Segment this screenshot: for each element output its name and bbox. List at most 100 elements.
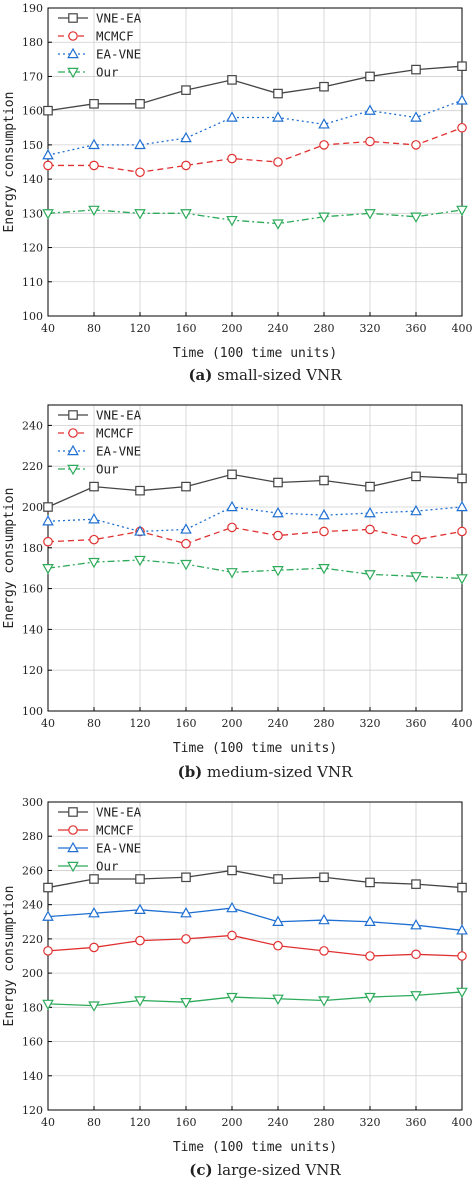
data-point-vne-ea [43, 882, 53, 893]
caption-letter: (a) [188, 366, 212, 384]
series-our [42, 555, 468, 585]
legend-label: EA-VNE [96, 47, 141, 62]
x-tick-label: 280 [314, 717, 335, 730]
data-point-ea-vne [364, 915, 376, 926]
x-tick-label: 120 [130, 1116, 151, 1129]
series-line-ea-vne [47, 506, 463, 533]
data-point-ea-vne [318, 508, 330, 520]
data-point-our [456, 987, 468, 999]
data-point-mcmcf [227, 930, 237, 941]
data-point-our [364, 570, 376, 581]
legend-marker [68, 825, 78, 835]
y-tick-label: 190 [22, 2, 43, 15]
data-point-ea-vne [272, 915, 284, 926]
data-point-vne-ea [411, 64, 421, 75]
x-tick-label: 200 [222, 1116, 243, 1129]
legend-marker [68, 31, 78, 41]
x-tick-label: 240 [268, 1116, 289, 1129]
data-point-ea-vne [134, 903, 146, 915]
y-tick-label: 170 [22, 70, 43, 83]
data-point-our [364, 209, 376, 220]
data-point-mcmcf [89, 942, 99, 953]
data-point-ea-vne [364, 506, 376, 518]
data-point-vne-ea [457, 473, 467, 484]
data-point-vne-ea [273, 874, 283, 884]
series-mcmcf [43, 930, 467, 961]
y-axis-title: Energy consumption [2, 488, 17, 629]
y-tick-label: 120 [22, 242, 43, 255]
data-point-ea-vne [456, 924, 468, 935]
data-point-vne-ea [365, 877, 375, 888]
x-tick-label: 280 [314, 322, 335, 335]
data-point-ea-vne [318, 913, 330, 925]
x-tick-label: 160 [176, 717, 197, 730]
data-point-our [134, 555, 146, 567]
y-tick-label: 140 [22, 623, 43, 636]
data-point-ea-vne [88, 513, 100, 524]
caption-b: (b) medium-sized VNR [178, 763, 354, 781]
data-point-our [226, 215, 238, 227]
data-point-mcmcf [457, 951, 467, 961]
data-point-vne-ea [411, 879, 421, 889]
data-point-ea-vne [410, 918, 422, 930]
data-point-vne-ea [181, 85, 191, 95]
data-point-mcmcf [43, 160, 53, 171]
data-point-vne-ea [135, 99, 145, 109]
data-point-our [180, 997, 192, 1009]
series-vne-ea [43, 469, 467, 512]
legend-label: MCMCF [96, 29, 134, 44]
data-point-our [318, 212, 330, 223]
data-point-our [134, 996, 146, 1007]
y-tick-label: 120 [22, 1104, 43, 1117]
data-point-vne-ea [135, 874, 145, 884]
series-ea-vne [42, 500, 468, 536]
y-tick-label: 140 [22, 173, 43, 186]
caption-letter: (c) [189, 1161, 212, 1179]
legend-label: Our [96, 859, 119, 874]
x-tick-label: 400 [452, 717, 473, 730]
data-point-mcmcf [365, 524, 375, 535]
data-point-our [42, 999, 54, 1011]
x-tick-label: 200 [222, 717, 243, 730]
data-point-our [272, 219, 284, 230]
legend-label: MCMCF [96, 426, 134, 441]
x-tick-label: 40 [41, 322, 55, 335]
legend-label: EA-VNE [96, 444, 141, 459]
data-point-our [410, 572, 422, 583]
series-ea-vne [42, 901, 468, 935]
data-point-mcmcf [227, 522, 237, 533]
data-point-ea-vne [272, 111, 284, 122]
series-line-mcmcf [47, 934, 463, 957]
caption-text: small-sized VNR [212, 366, 342, 384]
x-tick-label: 400 [452, 1116, 473, 1129]
y-tick-label: 220 [22, 460, 43, 473]
data-point-vne-ea [43, 502, 53, 512]
legend-marker [67, 444, 79, 456]
caption-c: (c) large-sized VNR [189, 1161, 341, 1179]
data-point-vne-ea [89, 99, 99, 109]
legend-marker [68, 428, 78, 438]
data-point-vne-ea [181, 872, 191, 883]
series-line-vne-ea [47, 65, 463, 112]
data-point-vne-ea [365, 481, 375, 492]
data-point-vne-ea [411, 471, 421, 482]
y-tick-label: 180 [22, 542, 43, 555]
data-point-ea-vne [180, 131, 192, 143]
data-point-vne-ea [181, 481, 191, 492]
legend-marker [68, 807, 78, 817]
data-point-mcmcf [365, 951, 375, 961]
legend-marker [67, 464, 79, 476]
data-point-vne-ea [319, 81, 329, 92]
data-point-mcmcf [457, 122, 467, 133]
data-point-our [88, 557, 100, 569]
x-tick-label: 320 [360, 717, 381, 730]
data-point-vne-ea [89, 481, 99, 492]
data-point-our [272, 566, 284, 577]
data-point-our [88, 1001, 100, 1012]
x-tick-label: 320 [360, 1116, 381, 1129]
data-point-our [226, 568, 238, 579]
x-axis-title: Time (100 time units) [173, 346, 337, 361]
series-mcmcf [43, 522, 467, 549]
caption-letter: (b) [178, 763, 203, 781]
data-point-mcmcf [273, 157, 283, 167]
